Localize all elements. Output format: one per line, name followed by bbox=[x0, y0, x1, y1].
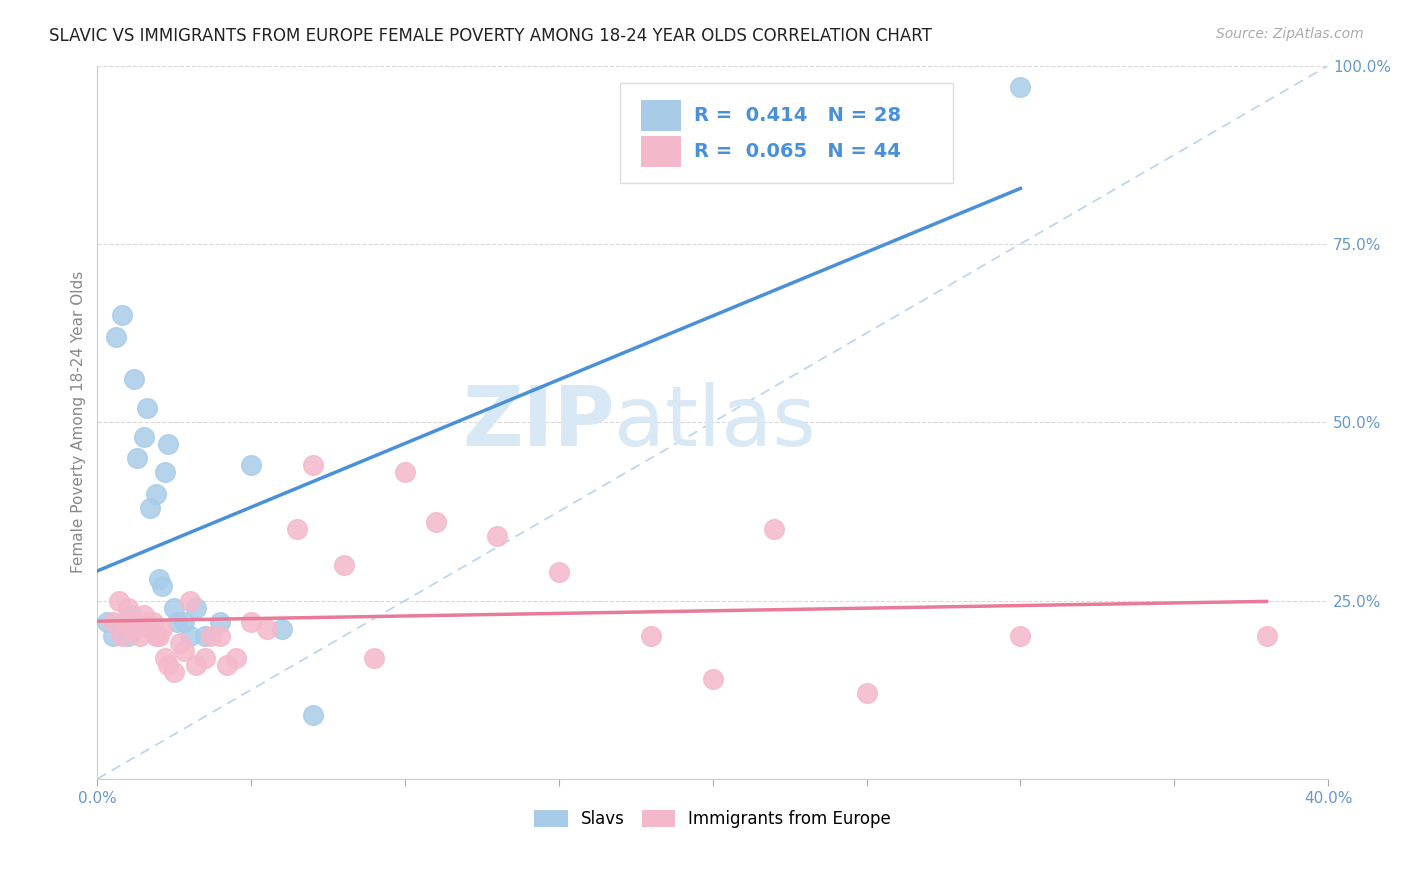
Point bbox=[209, 629, 232, 643]
Point bbox=[163, 600, 186, 615]
Point bbox=[240, 458, 263, 472]
Point bbox=[702, 672, 724, 686]
FancyBboxPatch shape bbox=[620, 84, 953, 183]
Point bbox=[200, 629, 222, 643]
Point bbox=[486, 529, 509, 543]
Point bbox=[332, 558, 354, 572]
Point bbox=[363, 650, 385, 665]
Text: Source: ZipAtlas.com: Source: ZipAtlas.com bbox=[1216, 27, 1364, 41]
Point bbox=[225, 650, 247, 665]
Point bbox=[138, 622, 160, 636]
Point bbox=[135, 615, 157, 629]
Legend: Slavs, Immigrants from Europe: Slavs, Immigrants from Europe bbox=[527, 804, 897, 835]
Point bbox=[169, 636, 191, 650]
Bar bbox=[641, 100, 681, 131]
Point bbox=[148, 629, 170, 643]
Point bbox=[240, 615, 263, 629]
Bar bbox=[641, 136, 681, 167]
Point bbox=[120, 607, 142, 622]
Point bbox=[285, 522, 308, 536]
Point bbox=[256, 622, 278, 636]
Point bbox=[138, 500, 160, 515]
Point bbox=[425, 515, 447, 529]
Point bbox=[142, 615, 165, 629]
Point bbox=[194, 629, 217, 643]
Point bbox=[101, 615, 124, 629]
Text: SLAVIC VS IMMIGRANTS FROM EUROPE FEMALE POVERTY AMONG 18-24 YEAR OLDS CORRELATIO: SLAVIC VS IMMIGRANTS FROM EUROPE FEMALE … bbox=[49, 27, 932, 45]
Text: atlas: atlas bbox=[614, 382, 815, 463]
Point bbox=[135, 401, 157, 415]
Point bbox=[301, 707, 323, 722]
Point bbox=[157, 657, 180, 672]
Point bbox=[153, 650, 176, 665]
Point bbox=[111, 629, 134, 643]
Point bbox=[271, 622, 294, 636]
Point bbox=[114, 615, 136, 629]
Point bbox=[129, 615, 152, 629]
Point bbox=[157, 436, 180, 450]
Point bbox=[763, 522, 786, 536]
Point bbox=[129, 629, 152, 643]
Point bbox=[301, 458, 323, 472]
Text: ZIP: ZIP bbox=[461, 382, 614, 463]
Point bbox=[215, 657, 238, 672]
Point bbox=[145, 486, 167, 500]
Point bbox=[548, 565, 571, 579]
Point bbox=[150, 579, 173, 593]
Point bbox=[104, 329, 127, 343]
Point bbox=[1010, 629, 1032, 643]
Point bbox=[124, 372, 146, 386]
Point bbox=[1010, 80, 1032, 95]
Point bbox=[127, 450, 149, 465]
Point bbox=[96, 615, 118, 629]
Point bbox=[184, 600, 207, 615]
Point bbox=[209, 615, 232, 629]
Point bbox=[120, 615, 142, 629]
Point bbox=[132, 607, 155, 622]
Point bbox=[117, 600, 139, 615]
Text: R =  0.065   N = 44: R = 0.065 N = 44 bbox=[695, 142, 901, 161]
Point bbox=[173, 615, 195, 629]
Point bbox=[855, 686, 877, 700]
Point bbox=[194, 650, 217, 665]
Point bbox=[124, 622, 146, 636]
Point bbox=[108, 593, 131, 607]
Point bbox=[394, 465, 416, 479]
Point bbox=[163, 665, 186, 679]
Point bbox=[153, 465, 176, 479]
Point bbox=[148, 572, 170, 586]
Point bbox=[127, 615, 149, 629]
Point bbox=[150, 622, 173, 636]
Point bbox=[132, 429, 155, 443]
Point bbox=[117, 629, 139, 643]
Y-axis label: Female Poverty Among 18-24 Year Olds: Female Poverty Among 18-24 Year Olds bbox=[72, 271, 86, 574]
Point bbox=[1256, 629, 1278, 643]
Point bbox=[179, 593, 201, 607]
Point bbox=[640, 629, 662, 643]
Point bbox=[179, 629, 201, 643]
Point bbox=[173, 643, 195, 657]
Point bbox=[145, 629, 167, 643]
Text: R =  0.414   N = 28: R = 0.414 N = 28 bbox=[695, 106, 901, 125]
Point bbox=[166, 615, 188, 629]
Point bbox=[101, 629, 124, 643]
Point bbox=[184, 657, 207, 672]
Point bbox=[111, 308, 134, 322]
